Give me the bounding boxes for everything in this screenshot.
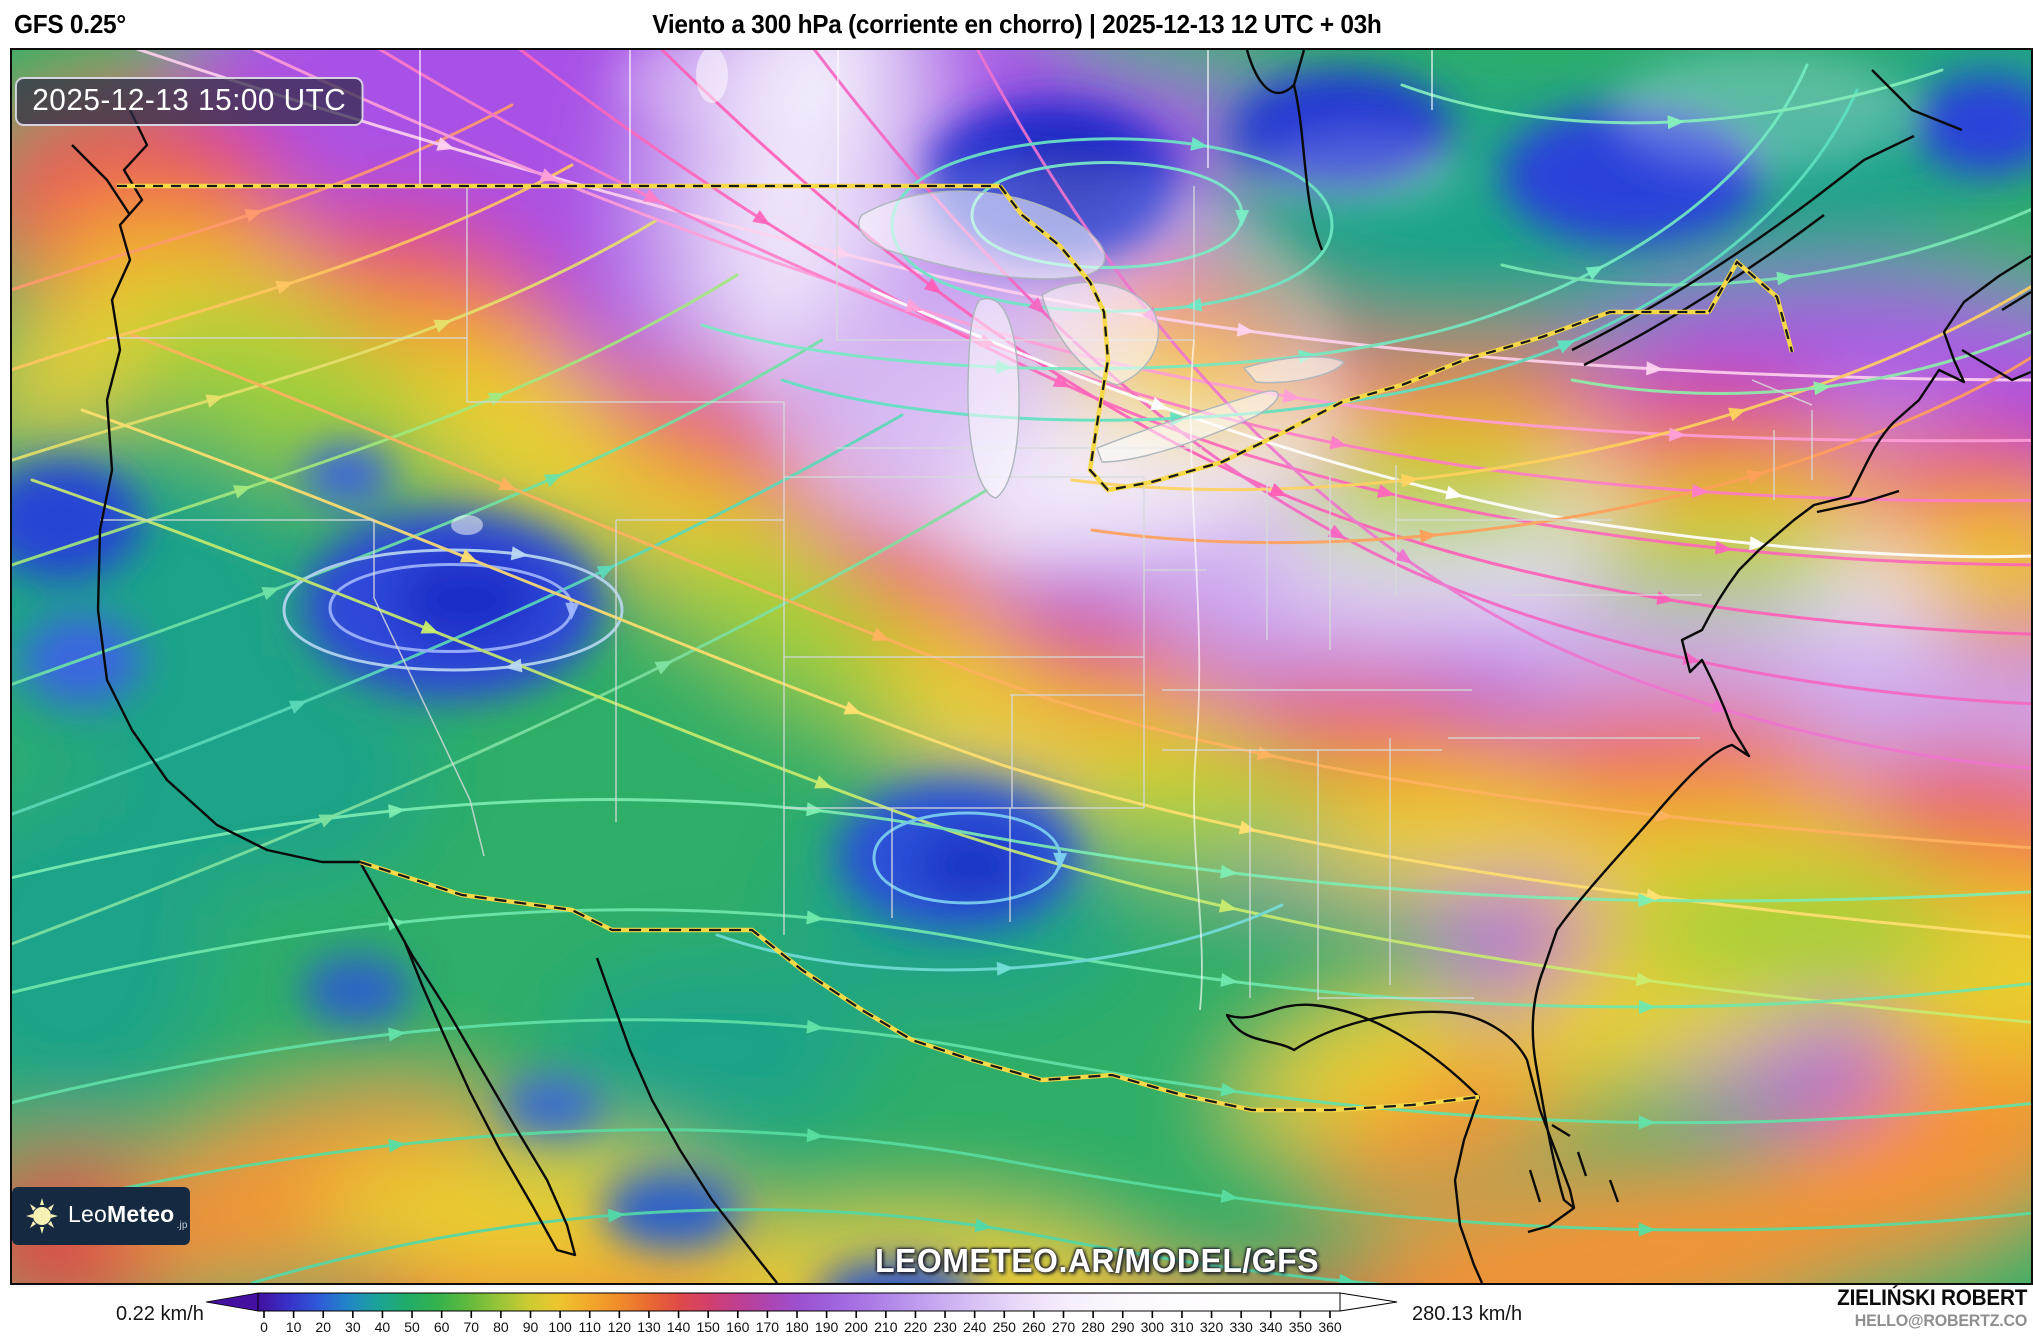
svg-text:130: 130 <box>637 1319 661 1335</box>
svg-text:340: 340 <box>1259 1319 1283 1335</box>
credit-name: ZIELIŃSKI ROBERT <box>1836 1285 2027 1310</box>
svg-text:320: 320 <box>1200 1319 1224 1335</box>
svg-text:120: 120 <box>608 1319 632 1335</box>
svg-text:140: 140 <box>667 1319 691 1335</box>
wind-field-canvas <box>12 50 2031 1283</box>
watermark: LEOMETEO.AR/MODEL/GFS <box>874 1242 1319 1279</box>
svg-text:160: 160 <box>726 1319 750 1335</box>
svg-text:280: 280 <box>1081 1319 1105 1335</box>
colorbar: 0 10 20 30 40 50 60 70 80 90 100 110 120 130 140 150 160… <box>205 1292 1398 1335</box>
svg-text:300: 300 <box>1141 1319 1165 1335</box>
svg-text:310: 310 <box>1170 1319 1194 1335</box>
logo-text: LeoMeteo .jp <box>68 1201 188 1231</box>
svg-text:90: 90 <box>523 1319 539 1335</box>
svg-text:60: 60 <box>434 1319 450 1335</box>
header: Viento a 300 hPa (corriente en chorro) |… <box>0 9 2033 40</box>
svg-text:70: 70 <box>463 1319 479 1335</box>
svg-text:330: 330 <box>1229 1319 1253 1335</box>
svg-text:20: 20 <box>315 1319 331 1335</box>
svg-text:10: 10 <box>286 1319 302 1335</box>
svg-text:80: 80 <box>493 1319 509 1335</box>
svg-text:40: 40 <box>375 1319 391 1335</box>
svg-text:0: 0 <box>260 1319 268 1335</box>
svg-text:250: 250 <box>993 1319 1017 1335</box>
svg-text:170: 170 <box>756 1319 780 1335</box>
svg-text:240: 240 <box>963 1319 987 1335</box>
timestamp-badge: 2025-12-13 15:00 UTC <box>15 77 364 126</box>
svg-text:260: 260 <box>1022 1319 1046 1335</box>
svg-text:50: 50 <box>404 1319 420 1335</box>
model-resolution-label: GFS 0.25° <box>14 9 126 39</box>
credit-email: HELLO@ROBERTZ.CO <box>1854 1311 2028 1330</box>
svg-text:100: 100 <box>548 1319 572 1335</box>
legend-min-label: 0.22 km/h <box>116 1303 204 1325</box>
svg-text:110: 110 <box>579 1319 602 1335</box>
svg-text:350: 350 <box>1289 1319 1313 1335</box>
svg-text:230: 230 <box>933 1319 957 1335</box>
svg-text:210: 210 <box>874 1319 898 1335</box>
svg-text:290: 290 <box>1111 1319 1135 1335</box>
svg-text:30: 30 <box>345 1319 361 1335</box>
wind-map: 2025-12-13 15:00 UTC LEOMETEO.AR/MODEL/G… <box>10 48 2033 1285</box>
geography-layer <box>71 50 2031 1283</box>
svg-text:270: 270 <box>1052 1319 1076 1335</box>
svg-text:190: 190 <box>815 1319 839 1335</box>
svg-text:200: 200 <box>845 1319 869 1335</box>
svg-text:150: 150 <box>696 1319 720 1335</box>
legend-max-label: 280.13 km/h <box>1412 1303 1523 1325</box>
streamline-arrows-layer <box>205 115 1832 1283</box>
leometeo-logo: LeoMeteo .jp <box>12 1187 190 1245</box>
svg-text:220: 220 <box>904 1319 928 1335</box>
credit-block: ZIELIŃSKI ROBERT HELLO@ROBERTZ.CO <box>1837 1286 2027 1332</box>
svg-text:180: 180 <box>785 1319 809 1335</box>
svg-text:360: 360 <box>1318 1319 1342 1335</box>
map-title: Viento a 300 hPa (corriente en chorro) |… <box>651 9 1382 39</box>
colorbar-ticks: 0 10 20 30 40 50 60 70 80 90 100 110 120 130 140 150 160… <box>260 1311 1342 1335</box>
sun-icon <box>26 1198 58 1234</box>
